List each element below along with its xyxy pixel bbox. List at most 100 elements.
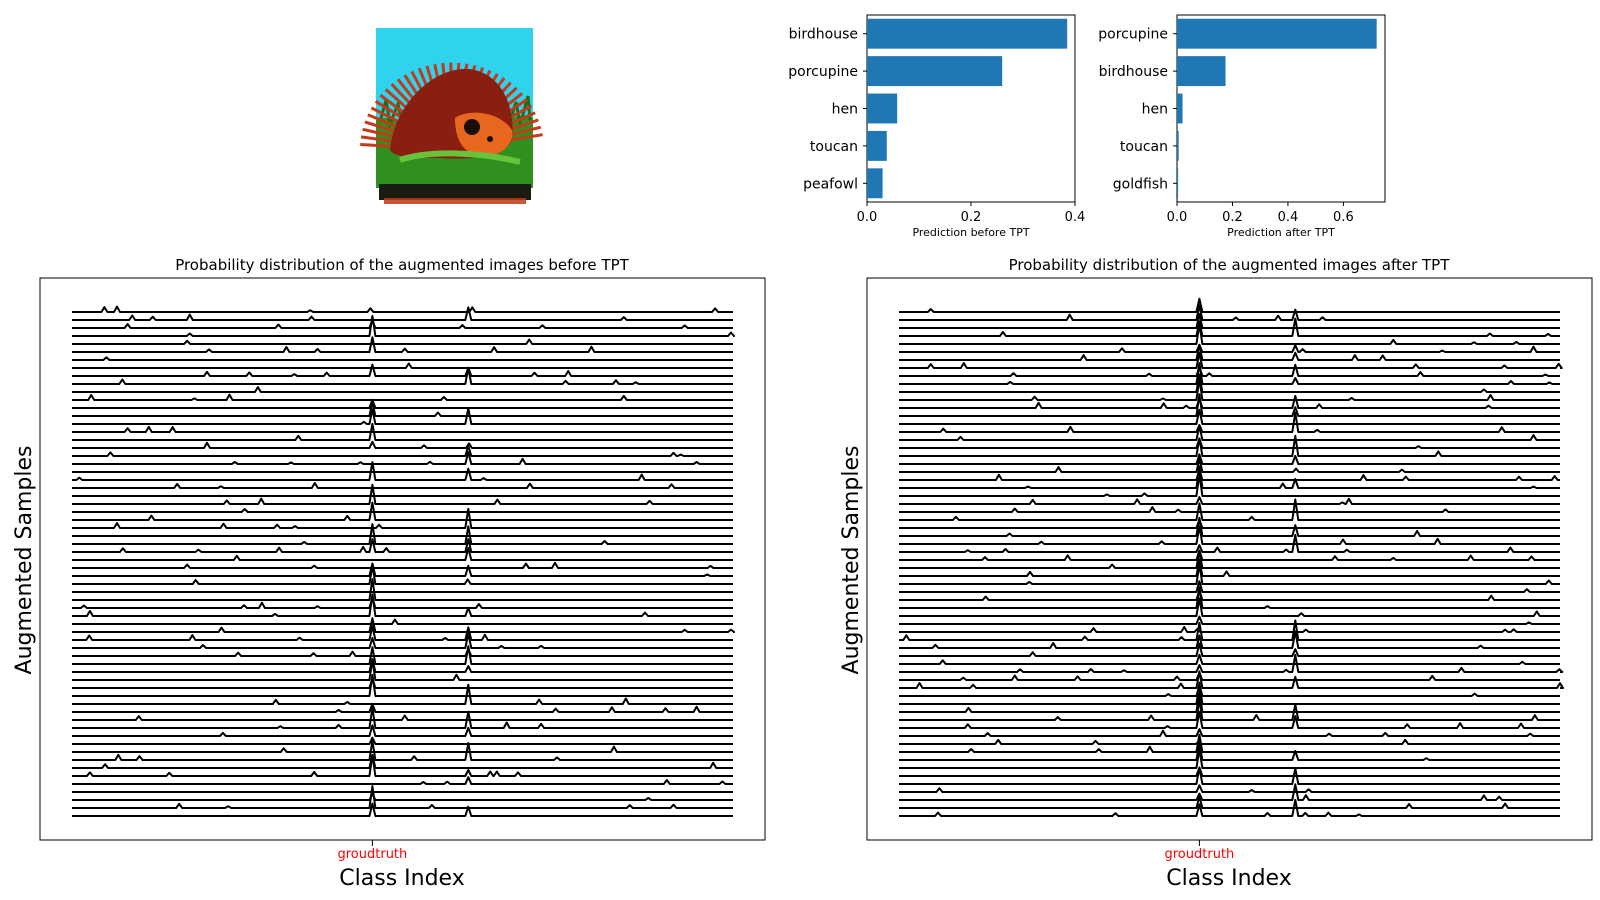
painting-ear: [464, 119, 480, 135]
bar-chart-after-xticks: 0.0 0.2 0.4 0.6: [1167, 202, 1354, 225]
bar: [867, 56, 1003, 87]
sample-row: [72, 683, 733, 705]
sample-row: [899, 698, 1560, 721]
sample-row: [72, 482, 733, 489]
sample-row: [899, 437, 1560, 449]
sample-row: [899, 550, 1560, 569]
ridge-plot-after-ylabel: Augmented Samples: [839, 446, 864, 675]
sample-row: [899, 681, 1560, 705]
bar-chart-before-xticks: 0.0 0.2 0.4: [857, 202, 1086, 225]
category-label: hen: [1142, 102, 1168, 118]
sample-row: [899, 615, 1560, 625]
sample-row: [899, 408, 1560, 425]
sample-row: [72, 617, 735, 633]
sample-row: [899, 498, 1560, 521]
category-label: toucan: [810, 139, 858, 155]
sample-row: [72, 785, 733, 809]
sample-row: [72, 338, 733, 345]
bar: [1177, 130, 1179, 161]
ridge-plot-before-ylabel: Augmented Samples: [12, 446, 37, 675]
bar-chart-after-xlabel: Prediction after TPT: [1227, 226, 1335, 239]
sample-row: [899, 465, 1560, 489]
bar: [867, 130, 887, 161]
sample-row: [899, 312, 1560, 329]
sample-row: [72, 538, 733, 553]
sample-row: [72, 740, 733, 761]
bar: [867, 18, 1068, 49]
sample-row: [899, 580, 1560, 593]
sample-row: [899, 317, 1560, 337]
sample-row: [72, 645, 733, 665]
sample-row: [899, 473, 1560, 497]
sample-row: [899, 653, 1560, 665]
sample-row: [899, 597, 1560, 617]
sample-row: [899, 516, 1560, 537]
ridge-plot-after-title: Probability distribution of the augmente…: [1009, 256, 1451, 274]
ridge-plot-before-groundtruth-label: groudtruth: [338, 847, 408, 862]
sample-row: [72, 356, 733, 361]
sample-row: [899, 549, 1560, 561]
sample-row: [72, 648, 733, 657]
sample-row: [899, 468, 1560, 481]
bar-chart-before-xlabel: Prediction before TPT: [912, 226, 1029, 239]
sample-row: [72, 319, 733, 329]
sample-row: [72, 673, 733, 697]
bar-chart-after-categories: porcupine birdhouse hen toucan goldfish: [1098, 27, 1177, 192]
painting-eye: [487, 136, 493, 142]
sample-row: [899, 733, 1560, 753]
ridge-plot-after-frame: [866, 277, 1593, 841]
sample-row: [72, 618, 733, 625]
sample-row: [72, 440, 733, 449]
category-label: birdhouse: [789, 27, 858, 43]
sample-row: [899, 563, 1560, 585]
sample-row: [72, 305, 733, 313]
ridge-plot-after-groundtruth-label: groudtruth: [1165, 847, 1235, 862]
sample-row: [899, 642, 1560, 657]
sample-row: [899, 343, 1560, 353]
sample-row: [899, 619, 1560, 641]
sample-row: [72, 461, 733, 481]
sample-row: [72, 802, 733, 817]
sample-row: [72, 422, 733, 441]
sample-row: [899, 795, 1560, 809]
sample-row: [72, 658, 733, 673]
category-label: porcupine: [1098, 27, 1168, 43]
sample-row: [72, 625, 733, 641]
bar: [1177, 18, 1377, 49]
sample-row: [72, 714, 733, 721]
sample-row: [899, 453, 1560, 465]
sample-row: [72, 444, 733, 457]
xtick-label: 0.6: [1333, 210, 1354, 225]
sample-row: [72, 792, 733, 801]
sample-row: [72, 315, 735, 337]
sample-row: [899, 690, 1560, 713]
sample-row: [899, 373, 1560, 393]
sample-row: [899, 425, 1560, 441]
sample-row: [899, 518, 1560, 529]
xtick-label: 0.4: [1065, 210, 1086, 225]
sample-row: [899, 411, 1560, 433]
sample-row: [72, 362, 733, 369]
sample-row: [899, 457, 1560, 473]
sample-row: [899, 496, 1560, 505]
sample-row: [899, 626, 1560, 633]
bar: [1177, 93, 1183, 124]
bar-chart-after-bars: [1177, 18, 1377, 199]
sample-row: [899, 738, 1560, 745]
sample-row: [72, 451, 733, 465]
category-label: goldfish: [1113, 176, 1168, 192]
sample-row: [899, 506, 1560, 513]
sample-row: [899, 533, 1560, 553]
category-label: birdhouse: [1099, 64, 1168, 80]
sample-row: [72, 596, 733, 609]
sample-row: [899, 630, 1560, 649]
sample-row: [899, 377, 1560, 401]
xtick-label: 0.4: [1278, 210, 1299, 225]
sample-row: [72, 707, 733, 729]
sample-row: [72, 363, 733, 377]
sample-row: [899, 784, 1560, 793]
sample-row: [899, 586, 1560, 609]
sample-row: [899, 304, 1560, 321]
